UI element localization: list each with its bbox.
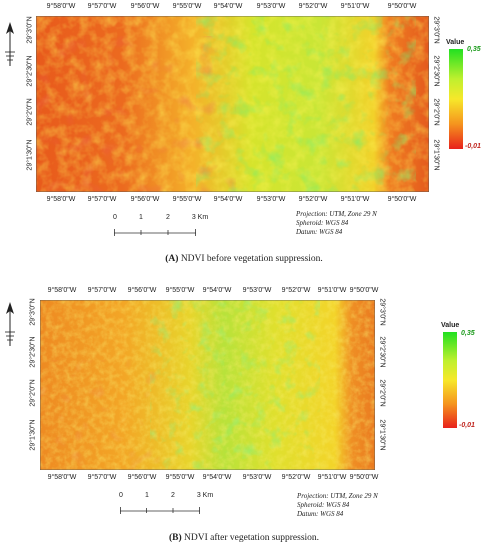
lat-label-left: 29°2'30"N	[26, 55, 34, 87]
datum-line: Datum: WGS 84	[296, 228, 343, 236]
lat-label-right: 29°1'30"N	[378, 419, 386, 451]
lon-label-bottom: 9°52'0"W	[281, 474, 311, 481]
north-arrow-icon	[4, 22, 16, 73]
lon-label-top: 9°52'0"W	[281, 287, 311, 294]
lon-label-bottom: 9°55'0"W	[165, 474, 195, 481]
caption-text: NDVI after vegetation suppression.	[181, 533, 320, 543]
lat-label-left: 29°2'0"N	[29, 379, 37, 407]
lon-label-bottom: 9°56'0"W	[127, 474, 157, 481]
lon-label-top: 9°51'0"W	[340, 3, 370, 10]
scale-label: 3 Km	[196, 492, 214, 499]
lat-label-left: 29°2'30"N	[29, 336, 37, 368]
lat-label-left: 29°3'0"N	[26, 16, 34, 44]
scale-label: 1	[139, 214, 143, 221]
lat-label-left: 29°2'0"N	[26, 98, 34, 126]
spheroid-line: Spheroid: WGS 84	[297, 501, 350, 509]
spheroid-line: Spheroid: WGS 84	[296, 219, 349, 227]
scale-bar	[114, 224, 196, 236]
legend-min-value: -0,01	[459, 422, 475, 429]
lon-label-bottom: 9°58'0"W	[46, 196, 76, 203]
lon-label-bottom: 9°50'0"W	[387, 196, 417, 203]
lat-label-right: 29°2'0"N	[378, 379, 386, 407]
legend-color-ramp	[449, 49, 463, 149]
scale-label: 1	[145, 492, 149, 499]
lon-label-top: 9°52'0"W	[298, 3, 328, 10]
lon-label-bottom: 9°54'0"W	[213, 196, 243, 203]
lon-label-top: 9°55'0"W	[172, 3, 202, 10]
scale-label: 2	[166, 214, 170, 221]
lon-label-top: 9°56'0"W	[127, 287, 157, 294]
scale-label: 2	[171, 492, 175, 499]
lon-label-top: 9°57'0"W	[87, 3, 117, 10]
lon-label-bottom: 9°50'0"W	[349, 474, 379, 481]
legend-min-value: -0,01	[465, 143, 481, 150]
projection-line: Projection: UTM, Zone 29 N	[297, 492, 378, 500]
lon-label-bottom: 9°57'0"W	[87, 196, 117, 203]
lat-label-right: 29°2'0"N	[432, 98, 440, 126]
lat-label-right: 29°1'30"N	[432, 139, 440, 171]
ndvi-raster-after	[40, 300, 375, 470]
lon-label-bottom: 9°54'0"W	[202, 474, 232, 481]
lat-label-right: 29°3'0"N	[432, 16, 440, 44]
scale-label: 3 Km	[191, 214, 209, 221]
lat-label-left: 29°1'30"N	[29, 419, 37, 451]
lat-label-right: 29°2'30"N	[432, 55, 440, 87]
projection-line: Projection: UTM, Zone 29 N	[296, 210, 377, 218]
legend-title: Value	[441, 322, 460, 329]
scale-label: 0	[113, 214, 117, 221]
caption-letter: (B)	[168, 533, 182, 543]
lon-label-bottom: 9°51'0"W	[317, 474, 347, 481]
lon-label-bottom: 9°58'0"W	[47, 474, 77, 481]
legend-color-ramp	[443, 332, 457, 428]
lat-label-left: 29°3'0"N	[29, 298, 37, 326]
lon-label-top: 9°58'0"W	[47, 287, 77, 294]
lat-label-right: 29°2'30"N	[378, 336, 386, 368]
legend-title: Value	[446, 39, 465, 46]
lon-label-bottom: 9°56'0"W	[130, 196, 160, 203]
lon-label-top: 9°50'0"W	[387, 3, 417, 10]
lon-label-top: 9°53'0"W	[256, 3, 286, 10]
lon-label-top: 9°54'0"W	[213, 3, 243, 10]
lon-label-top: 9°57'0"W	[87, 287, 117, 294]
lon-label-top: 9°50'0"W	[349, 287, 379, 294]
lon-label-bottom: 9°53'0"W	[242, 474, 272, 481]
scale-label: 0	[119, 492, 123, 499]
lon-label-bottom: 9°52'0"W	[298, 196, 328, 203]
caption-text: NDVI before vegetation suppression.	[178, 254, 323, 264]
lon-label-top: 9°53'0"W	[242, 287, 272, 294]
datum-line: Datum: WGS 84	[297, 510, 344, 518]
caption-letter: (A)	[165, 254, 179, 264]
lat-label-right: 29°3'0"N	[378, 298, 386, 326]
lon-label-bottom: 9°55'0"W	[172, 196, 202, 203]
lon-label-top: 9°56'0"W	[130, 3, 160, 10]
projection-info: Projection: UTM, Zone 29 N Spheroid: WGS…	[296, 210, 377, 237]
scale-bar	[120, 502, 200, 514]
legend-max-value: 0,35	[461, 330, 475, 337]
lon-label-top: 9°54'0"W	[202, 287, 232, 294]
panel-b: 9°58'0"W 9°57'0"W 9°56'0"W 9°55'0"W 9°54…	[0, 282, 488, 550]
panel-a: 9°58'0"W 9°57'0"W 9°56'0"W 9°55'0"W 9°54…	[0, 0, 488, 270]
north-arrow-icon	[4, 302, 16, 353]
ndvi-raster-before	[36, 16, 429, 192]
projection-info: Projection: UTM, Zone 29 N Spheroid: WGS…	[297, 492, 378, 519]
lon-label-bottom: 9°53'0"W	[256, 196, 286, 203]
legend-max-value: 0,35	[467, 46, 481, 53]
lon-label-bottom: 9°51'0"W	[340, 196, 370, 203]
caption-b: (B) NDVI after vegetation suppression.	[0, 533, 488, 543]
caption-a: (A) NDVI before vegetation suppression.	[0, 254, 488, 264]
lat-label-left: 29°1'30"N	[26, 139, 34, 171]
lon-label-top: 9°58'0"W	[46, 3, 76, 10]
lon-label-top: 9°51'0"W	[317, 287, 347, 294]
lon-label-top: 9°55'0"W	[165, 287, 195, 294]
lon-label-bottom: 9°57'0"W	[87, 474, 117, 481]
